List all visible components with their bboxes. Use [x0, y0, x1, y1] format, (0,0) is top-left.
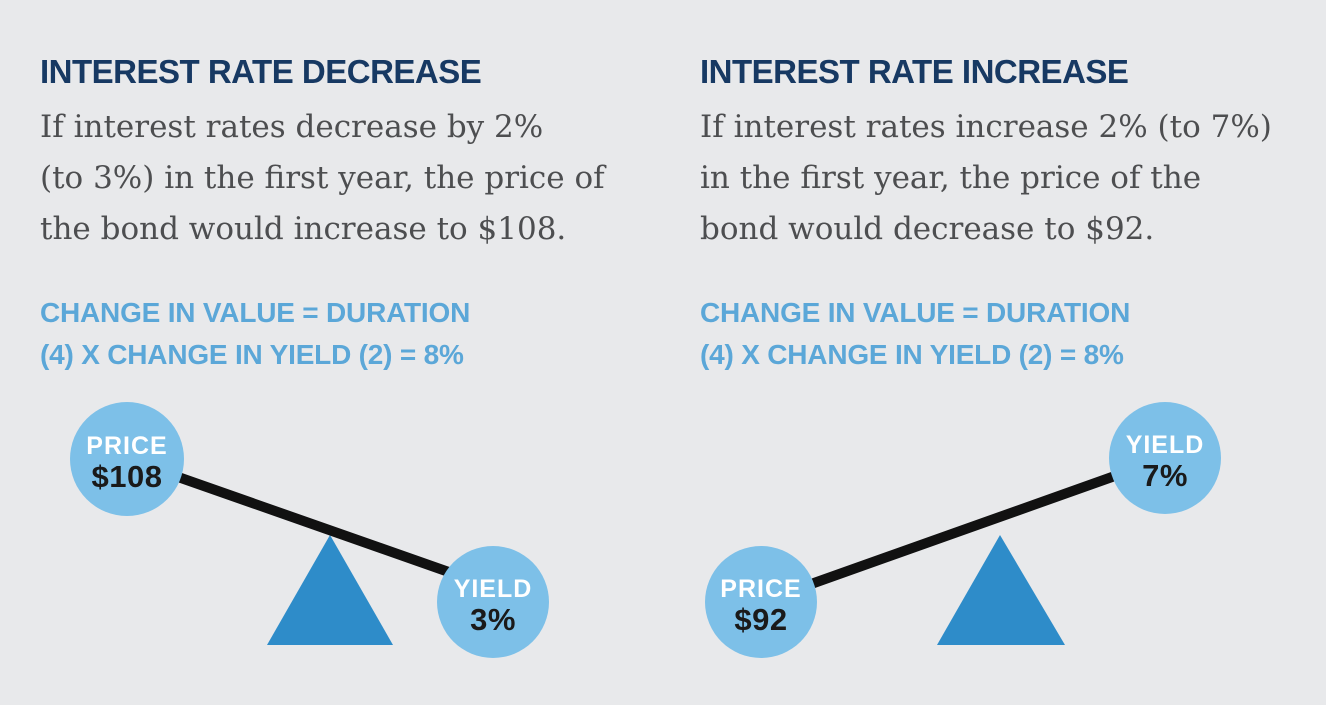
price-circle	[70, 402, 184, 516]
price-label: PRICE	[86, 432, 167, 460]
price-circle	[705, 546, 817, 658]
fulcrum-triangle	[267, 535, 393, 645]
panel-interest-rate-decrease: INTEREST RATE DECREASE If interest rates…	[40, 0, 666, 705]
yield-label: YIELD	[1126, 431, 1205, 459]
panel-title: INTEREST RATE DECREASE	[40, 53, 482, 90]
price-value: $108	[92, 459, 163, 494]
price-value: $92	[734, 602, 787, 637]
seesaw-beam	[809, 472, 1117, 588]
panel-description: If interest rates decrease by 2% (to 3%)…	[40, 109, 605, 247]
yield-value: 3%	[470, 602, 516, 637]
yield-label: YIELD	[454, 575, 533, 603]
seesaw-diagram-decrease: PRICE $108 YIELD 3%	[70, 402, 549, 658]
yield-circle	[437, 546, 549, 658]
panel-title: INTEREST RATE INCREASE	[700, 53, 1129, 90]
yield-value: 7%	[1142, 458, 1188, 493]
seesaw-diagram-increase: PRICE $92 YIELD 7%	[705, 402, 1221, 658]
yield-circle	[1109, 402, 1221, 514]
price-label: PRICE	[720, 575, 801, 603]
fulcrum-triangle	[937, 535, 1065, 645]
panel-interest-rate-increase: INTEREST RATE INCREASE If interest rates…	[700, 0, 1326, 705]
panel-description: If interest rates increase 2% (to 7%) in…	[700, 109, 1272, 247]
duration-formula: CHANGE IN VALUE = DURATION (4) X CHANGE …	[40, 297, 471, 370]
duration-formula: CHANGE IN VALUE = DURATION (4) X CHANGE …	[700, 297, 1131, 370]
seesaw-beam	[176, 473, 485, 588]
